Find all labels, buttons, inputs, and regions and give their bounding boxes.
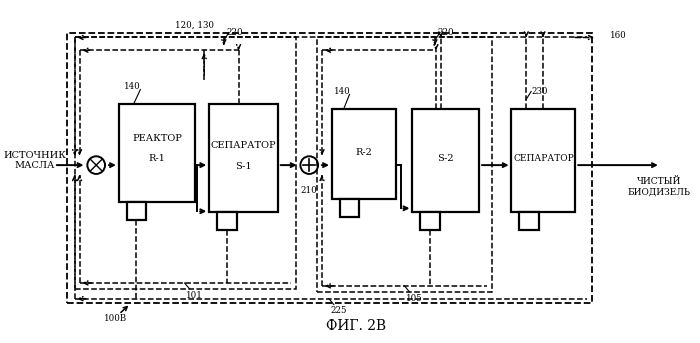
Text: 105: 105 (406, 294, 423, 303)
Bar (119, 104, 195, 202)
Bar (209, 104, 278, 212)
Text: 160: 160 (610, 31, 627, 40)
Text: 140: 140 (124, 82, 141, 91)
Text: 140: 140 (334, 87, 351, 96)
Text: 220: 220 (227, 28, 244, 37)
Text: 101: 101 (186, 291, 203, 300)
Bar (412, 109, 479, 212)
Text: 100В: 100В (104, 314, 127, 323)
Text: ФИГ. 2В: ФИГ. 2В (326, 319, 386, 333)
Text: 220: 220 (438, 28, 454, 37)
Bar (519, 212, 539, 230)
Bar (332, 109, 396, 200)
Text: 210: 210 (301, 186, 318, 195)
Text: СЕПАРАТОР: СЕПАРАТОР (513, 154, 574, 163)
Text: РЕАКТОР

R-1: РЕАКТОР R-1 (132, 133, 182, 163)
Text: 230: 230 (531, 87, 547, 96)
Bar (512, 109, 575, 212)
Bar (420, 212, 440, 230)
Text: 120, 130: 120, 130 (175, 21, 214, 29)
Bar (217, 212, 237, 230)
Bar (340, 200, 359, 217)
Bar (317, 37, 492, 292)
Bar (127, 202, 146, 220)
Text: 225: 225 (330, 307, 347, 316)
Text: R-2: R-2 (356, 148, 372, 157)
Text: S-2: S-2 (438, 154, 454, 163)
Bar (66, 33, 592, 303)
Text: ИСТОЧНИК
МАСЛА: ИСТОЧНИК МАСЛА (3, 151, 66, 170)
Text: СЕПАРАТОР

S-1: СЕПАРАТОР S-1 (211, 141, 276, 171)
Bar (75, 37, 295, 289)
Text: ЧИСТЫЙ
БИОДИЗЕЛЬ: ЧИСТЫЙ БИОДИЗЕЛЬ (627, 177, 690, 197)
